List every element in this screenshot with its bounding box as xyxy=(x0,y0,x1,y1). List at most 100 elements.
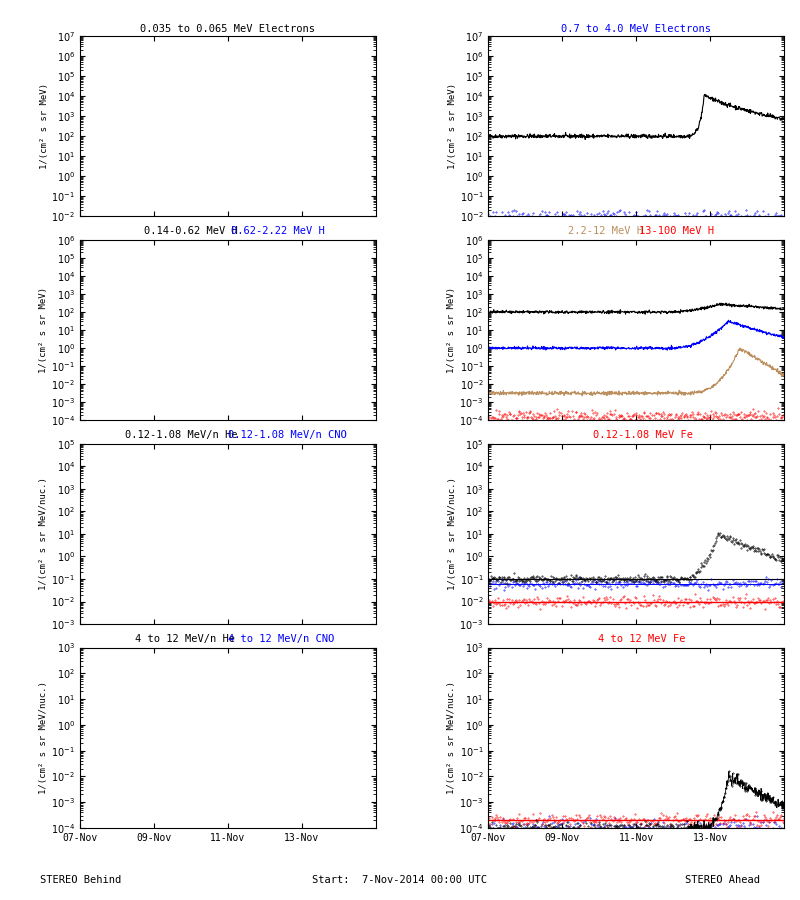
Point xyxy=(586,575,599,590)
Point xyxy=(589,599,602,614)
Point xyxy=(748,544,761,558)
Point xyxy=(738,591,751,606)
Point xyxy=(574,408,586,422)
Point xyxy=(514,818,526,832)
Point xyxy=(592,215,605,230)
Point xyxy=(516,579,529,593)
Point xyxy=(655,821,668,835)
Point xyxy=(566,822,578,836)
Point xyxy=(635,598,648,613)
Point xyxy=(567,821,580,835)
Point xyxy=(741,806,754,821)
Point xyxy=(558,577,571,591)
Point xyxy=(627,208,640,222)
Point xyxy=(616,572,629,587)
Title: 0.035 to 0.065 MeV Electrons: 0.035 to 0.065 MeV Electrons xyxy=(140,23,315,34)
Point xyxy=(593,591,606,606)
Point xyxy=(545,415,558,429)
Point xyxy=(768,577,781,591)
Point xyxy=(493,407,506,421)
Point xyxy=(654,577,666,591)
Point xyxy=(653,577,666,591)
Point xyxy=(542,209,554,223)
Point xyxy=(532,577,545,591)
Point xyxy=(680,409,693,423)
Point xyxy=(618,578,631,592)
Point xyxy=(739,587,752,601)
Point xyxy=(678,817,691,832)
Point xyxy=(728,533,741,547)
Point xyxy=(616,818,629,832)
Point xyxy=(485,212,498,226)
Point xyxy=(511,823,524,837)
Point xyxy=(552,576,565,590)
Point xyxy=(579,571,592,585)
Point xyxy=(533,570,546,584)
Point xyxy=(725,595,738,609)
Point xyxy=(590,593,603,608)
Point xyxy=(483,593,496,608)
Point xyxy=(761,592,774,607)
Point xyxy=(740,410,753,424)
Point xyxy=(495,822,508,836)
Point xyxy=(774,209,786,223)
Point xyxy=(530,813,543,827)
Point xyxy=(564,593,577,608)
Point xyxy=(715,598,728,613)
Point xyxy=(554,821,566,835)
Point xyxy=(767,577,780,591)
Point xyxy=(774,796,787,810)
Point xyxy=(614,408,627,422)
Point xyxy=(588,572,601,586)
Point xyxy=(762,414,774,428)
Point xyxy=(692,595,705,609)
Point xyxy=(606,592,619,607)
Point xyxy=(664,209,677,223)
Point xyxy=(626,823,639,837)
Point xyxy=(494,212,507,226)
Point xyxy=(532,821,545,835)
Point xyxy=(507,572,520,586)
Point xyxy=(524,575,537,590)
Point xyxy=(650,576,663,590)
Point xyxy=(727,814,740,829)
Point xyxy=(758,412,771,427)
Point xyxy=(668,579,681,593)
Point xyxy=(502,413,514,428)
Point xyxy=(684,576,697,590)
Point xyxy=(726,766,739,780)
Point xyxy=(543,592,556,607)
Point xyxy=(485,570,498,584)
Point xyxy=(668,208,681,222)
Point xyxy=(725,813,738,827)
Point xyxy=(569,568,582,582)
Point xyxy=(516,410,529,424)
Point xyxy=(683,570,696,584)
Point xyxy=(762,580,775,594)
Point xyxy=(565,810,578,824)
Point xyxy=(614,811,626,825)
Point xyxy=(623,411,636,426)
Point xyxy=(500,577,513,591)
Point xyxy=(495,598,508,612)
Point xyxy=(707,407,720,421)
Point xyxy=(775,808,788,823)
Text: 0.12-1.08 MeV/n He: 0.12-1.08 MeV/n He xyxy=(125,430,237,440)
Point xyxy=(484,418,497,433)
Point xyxy=(734,536,747,551)
Point xyxy=(762,819,774,833)
Point xyxy=(582,824,595,839)
Point xyxy=(482,821,494,835)
Point xyxy=(582,818,594,832)
Point xyxy=(636,812,649,826)
Point xyxy=(559,818,572,832)
Point xyxy=(529,824,542,839)
Point xyxy=(687,599,700,614)
Point xyxy=(753,577,766,591)
Point xyxy=(624,411,637,426)
Point xyxy=(578,208,590,222)
Point xyxy=(558,207,571,221)
Point xyxy=(646,588,659,602)
Point xyxy=(706,413,718,428)
Point xyxy=(630,820,643,834)
